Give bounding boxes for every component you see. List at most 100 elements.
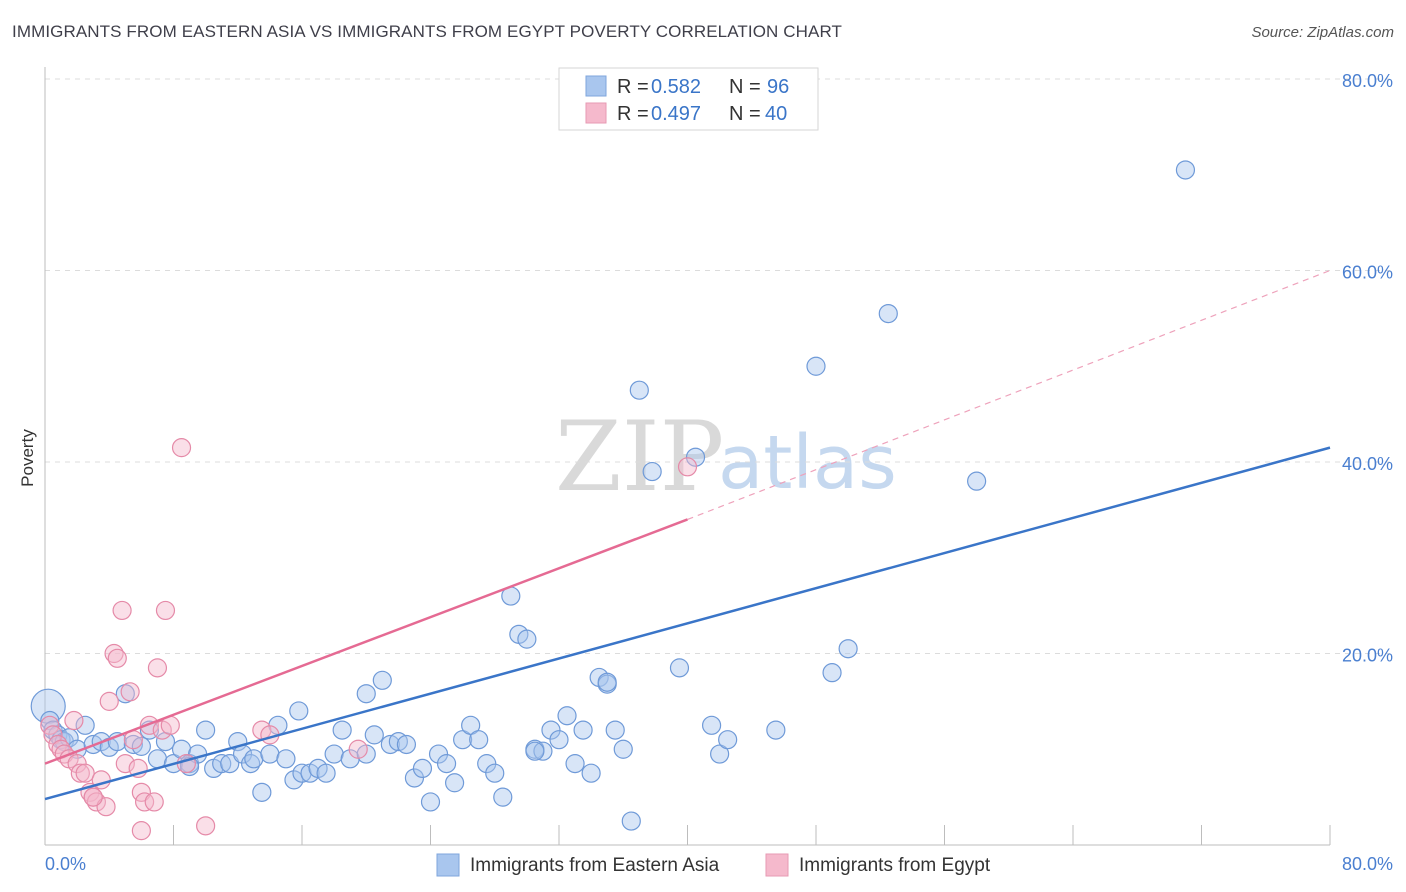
egypt-point — [83, 787, 103, 807]
eastern-asia-point — [533, 741, 553, 761]
eastern-asia-point — [565, 754, 585, 774]
eastern-asia-point — [123, 734, 143, 755]
egypt-point — [70, 763, 90, 783]
eastern-asia-point — [642, 461, 662, 482]
egypt-point — [677, 457, 698, 477]
egypt-point — [115, 754, 135, 774]
bottom-legend-label-0: Immigrants from Eastern Asia — [470, 855, 720, 876]
legend-r-value-0: 0.582 — [651, 76, 701, 98]
watermark-zip: ZIP — [555, 401, 724, 513]
eastern-asia-point — [420, 792, 441, 812]
eastern-asia-point — [669, 658, 690, 678]
trend-line-eastern-asia — [44, 446, 1331, 801]
eastern-asia-point — [284, 770, 304, 790]
eastern-asia-point — [220, 754, 240, 774]
y-tick-label-3: 80.0% — [1342, 71, 1393, 91]
eastern-asia-point — [525, 741, 545, 761]
eastern-asia-point — [372, 670, 392, 690]
egypt-point — [171, 438, 192, 458]
eastern-asia-point — [967, 471, 987, 491]
trend-line-egypt-extension — [687, 269, 1331, 521]
bottom-legend-label-1: Immigrants from Egypt — [799, 855, 991, 876]
bottom-legend-swatch-pink — [765, 853, 789, 877]
egypt-point — [155, 600, 176, 621]
eastern-asia-point — [396, 734, 417, 755]
egypt-point — [96, 797, 116, 817]
eastern-asia-point — [541, 720, 561, 740]
egypt-point — [134, 792, 155, 812]
legend-swatch-pink — [585, 102, 607, 124]
eastern-asia-point — [573, 720, 593, 740]
eastern-asia-point — [244, 749, 264, 769]
egypt-point — [176, 754, 196, 774]
eastern-asia-point — [701, 715, 722, 735]
eastern-asia-point — [493, 787, 513, 807]
eastern-asia-point — [605, 720, 625, 740]
eastern-asia-point — [822, 663, 842, 683]
y-tick-label-0: 20.0% — [1342, 646, 1393, 666]
legend-n-value-0: 96 — [767, 76, 789, 98]
egypt-point — [112, 600, 132, 621]
eastern-asia-point — [276, 749, 296, 769]
series-egypt-points — [40, 438, 698, 841]
y-axis-label: Poverty — [18, 429, 37, 487]
eastern-asia-point — [316, 763, 336, 783]
eastern-asia-point — [485, 763, 505, 783]
legend-r-label-0: R = — [617, 76, 649, 98]
egypt-point — [131, 821, 151, 841]
eastern-asia-point — [557, 706, 577, 726]
eastern-asia-point — [412, 758, 433, 779]
eastern-asia-point — [517, 629, 537, 649]
eastern-asia-point — [878, 303, 898, 324]
watermark-atlas: atlas — [718, 420, 897, 506]
legend-n-value-1: 40 — [765, 103, 787, 125]
eastern-asia-point — [710, 744, 730, 764]
eastern-asia-point — [260, 744, 280, 764]
legend-swatch-blue — [585, 75, 607, 97]
eastern-asia-point — [766, 720, 786, 740]
eastern-asia-point — [477, 754, 497, 774]
axes — [44, 67, 1331, 846]
eastern-asia-point — [131, 736, 151, 756]
eastern-asia-point — [147, 749, 168, 769]
eastern-asia-point — [621, 811, 641, 831]
y-tick-label-1: 40.0% — [1342, 454, 1393, 474]
egypt-point — [196, 816, 216, 836]
legend-r-value-1: 0.497 — [651, 103, 701, 125]
bottom-legend: Immigrants from Eastern Asia Immigrants … — [436, 853, 991, 877]
egypt-point — [139, 715, 160, 735]
eastern-asia-point — [581, 763, 601, 783]
eastern-asia-point — [212, 754, 232, 774]
legend-n-label-0: N = — [729, 76, 761, 98]
tick-labels: 20.0% 40.0% 60.0% 80.0% 0.0% 80.0% — [45, 71, 1393, 874]
eastern-asia-point — [806, 356, 826, 376]
egypt-point — [43, 725, 63, 745]
legend-n-label-1: N = — [729, 103, 761, 125]
x-tick-label-max: 80.0% — [1342, 854, 1393, 874]
eastern-asia-point — [613, 739, 633, 759]
eastern-asia-point — [289, 701, 309, 721]
x-tick-label-min: 0.0% — [45, 854, 86, 874]
eastern-asia-point — [461, 715, 481, 735]
eastern-asia-point — [436, 754, 457, 774]
eastern-asia-point — [444, 773, 465, 793]
chart-title: IMMIGRANTS FROM EASTERN ASIA VS IMMIGRAN… — [12, 22, 842, 41]
egypt-point — [120, 682, 140, 702]
eastern-asia-point — [718, 730, 738, 750]
eastern-asia-point — [324, 744, 344, 764]
source-note: Source: ZipAtlas.com — [1251, 24, 1394, 41]
egypt-point — [147, 658, 168, 678]
y-tick-label-2: 60.0% — [1342, 263, 1393, 283]
series-eastern-asia-points — [30, 160, 1196, 831]
legend-box: R = 0.582 N = 96 R = 0.497 N = 40 — [558, 67, 819, 131]
eastern-asia-point — [404, 768, 425, 788]
eastern-asia-point — [75, 715, 95, 735]
bottom-legend-swatch-blue — [436, 853, 460, 877]
egypt-point — [99, 691, 119, 711]
eastern-asia-point — [364, 725, 384, 745]
eastern-asia-point — [549, 730, 569, 750]
eastern-asia-point — [629, 380, 649, 400]
eastern-asia-point — [469, 730, 489, 750]
egypt-point — [64, 710, 84, 731]
